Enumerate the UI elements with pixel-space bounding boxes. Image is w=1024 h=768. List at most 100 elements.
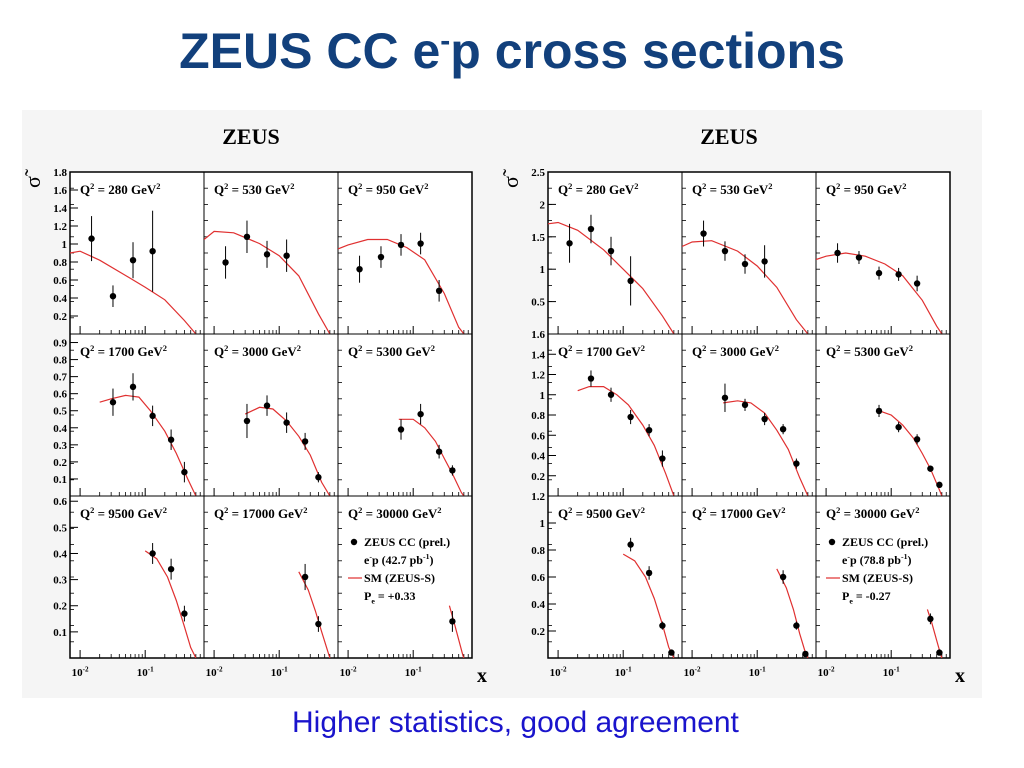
panel-6: Q2 = 5300 GeV2: [815, 333, 951, 497]
y-tick-label: 0.5: [531, 297, 545, 309]
y-tick-label: 0.2: [531, 626, 545, 638]
data-point: [129, 257, 137, 264]
data-point: [417, 410, 424, 418]
y-tick-label: 0.2: [53, 601, 67, 613]
y-tick-label: 2.5: [531, 167, 545, 179]
panel-label: Q2 = 280 GeV2: [80, 181, 161, 197]
y-tick-label: 0.6: [531, 430, 545, 442]
data-point: [283, 252, 290, 259]
panel-1: 0.5 1 1.5 2 2.5 Q2 = 280 GeV2: [531, 167, 683, 335]
data-point: [659, 455, 666, 462]
data-point: [741, 401, 749, 409]
y-tick-label: 1: [540, 264, 546, 276]
data-point: [875, 407, 883, 415]
x-tick-label: 10-1: [615, 666, 632, 679]
x-tick-label: 10-2: [340, 666, 357, 679]
y-tick-label: 0.9: [53, 338, 67, 350]
data-point: [927, 615, 934, 623]
y-tick-label: 0.8: [53, 355, 67, 367]
figure-2: ZEUS σ̃ x 0.5 1 1.5 2 2.5 Q2 = 280 GeV2 Q2 = 530 …: [498, 124, 965, 687]
data-point: [627, 277, 634, 285]
y-tick-label: 1: [62, 239, 68, 251]
data-point: [315, 620, 322, 628]
data-point: [793, 622, 800, 629]
y-tick-label: 1.4: [53, 203, 67, 215]
data-point: [435, 287, 443, 294]
data-point: [645, 426, 653, 434]
data-point: [167, 565, 175, 573]
y-tick-label: 0.6: [53, 389, 67, 401]
panel-7: 0.2 0.4 0.6 0.8 1 1.2 10-2 10-1 Q2 = 9500 GeV2: [531, 491, 683, 679]
data-point: [587, 375, 595, 382]
data-point: [263, 251, 271, 258]
panel-label: Q2 = 950 GeV2: [826, 181, 907, 197]
y-tick-label: 2: [540, 199, 546, 211]
title-end: p cross sections: [450, 23, 845, 79]
data-point: [779, 573, 787, 581]
legend-marker: [350, 538, 358, 546]
data-point: [700, 230, 707, 237]
panel-5: Q2 = 3000 GeV2: [203, 333, 339, 497]
y-tick-label: 1: [540, 518, 546, 530]
data-point: [855, 254, 863, 261]
y-tick-label: 1.2: [531, 370, 545, 382]
chart-area: ZEUS σ̃ x 0.2 0.4 0.6 0.8 1 1.2 1.4 1.6 1.8 Q2 = 280…: [20, 110, 982, 698]
panel-8: 10-2 10-1 Q2 = 17000 GeV2: [203, 495, 339, 679]
data-point: [109, 399, 117, 406]
y-tick-label: 0.8: [531, 410, 545, 422]
data-point: [263, 402, 271, 409]
x-tick-label: 10-2: [72, 666, 89, 679]
data-point: [607, 247, 615, 255]
panel-8: 10-2 10-1 Q2 = 17000 GeV2: [681, 495, 817, 679]
sm-curve: [144, 550, 197, 658]
data-point: [149, 412, 156, 420]
panel-label: Q2 = 30000 GeV2: [348, 505, 442, 521]
data-point: [834, 249, 841, 257]
data-point: [167, 436, 175, 443]
figure-title: ZEUS: [222, 124, 279, 149]
data-point: [449, 618, 456, 625]
figure-1: ZEUS σ̃ x 0.2 0.4 0.6 0.8 1 1.2 1.4 1.6 1.8 Q2 = 280…: [20, 124, 487, 687]
slide-caption: Higher statistics, good agreement: [292, 706, 739, 739]
sm-curve: [622, 553, 675, 658]
data-point: [129, 383, 137, 391]
x-tick-label: 10-1: [137, 666, 154, 679]
panel-9: 10-2 10-1 Q2 = 30000 GeV2 ZEUS CC (prel.) e-…: [337, 495, 473, 679]
y-tick-label: 0.8: [531, 545, 545, 557]
panel-label: Q2 = 280 GeV2: [558, 181, 639, 197]
data-point: [397, 426, 405, 433]
y-tick-label: 1.5: [531, 232, 545, 244]
panel-label: Q2 = 9500 GeV2: [80, 505, 167, 521]
data-point: [301, 573, 309, 581]
legend-entry-lumi: e-p (78.8 pb-1): [842, 552, 911, 567]
y-tick-label: 0.3: [53, 575, 67, 587]
y-tick-label: 0.7: [53, 372, 67, 384]
panel-1: 0.2 0.4 0.6 0.8 1 1.2 1.4 1.6 1.8 Q2 = 280 GeV2: [53, 167, 205, 335]
data-point: [761, 258, 768, 265]
legend-entry-lumi: e-p (42.7 pb-1): [364, 552, 433, 567]
data-point: [243, 233, 251, 240]
sm-curve: [548, 221, 675, 334]
data-point: [243, 417, 251, 425]
sm-curve: [70, 250, 197, 334]
data-point: [936, 481, 943, 489]
panel-4: 0.2 0.4 0.6 0.8 1 1.2 1.4 1.6 Q2 = 1700 GeV2: [531, 329, 683, 497]
data-point: [668, 649, 675, 656]
y-tick-label: 0.2: [53, 457, 67, 469]
x-tick-label: 10-2: [206, 666, 223, 679]
y-tick-label: 1.4: [531, 349, 545, 361]
x-axis-label: x: [477, 665, 487, 687]
y-tick-label: 0.1: [53, 474, 67, 486]
y-tick-label: 0.2: [531, 471, 545, 483]
x-axis-label: x: [955, 665, 965, 687]
x-tick-label: 10-1: [883, 666, 900, 679]
y-tick-label: 1.6: [53, 185, 67, 197]
y-tick-label: 0.4: [53, 423, 67, 435]
y-tick-label: 1.2: [531, 491, 545, 503]
data-point: [88, 235, 95, 242]
chart-figure: ZEUS σ̃ x 0.2 0.4 0.6 0.8 1 1.2 1.4 1.6 1.8 Q2 = 280…: [20, 124, 965, 687]
panel-3: Q2 = 950 GeV2: [337, 171, 473, 335]
panel-label: Q2 = 1700 GeV2: [80, 343, 167, 359]
data-point: [627, 541, 634, 548]
panel-label: Q2 = 30000 GeV2: [826, 505, 920, 521]
